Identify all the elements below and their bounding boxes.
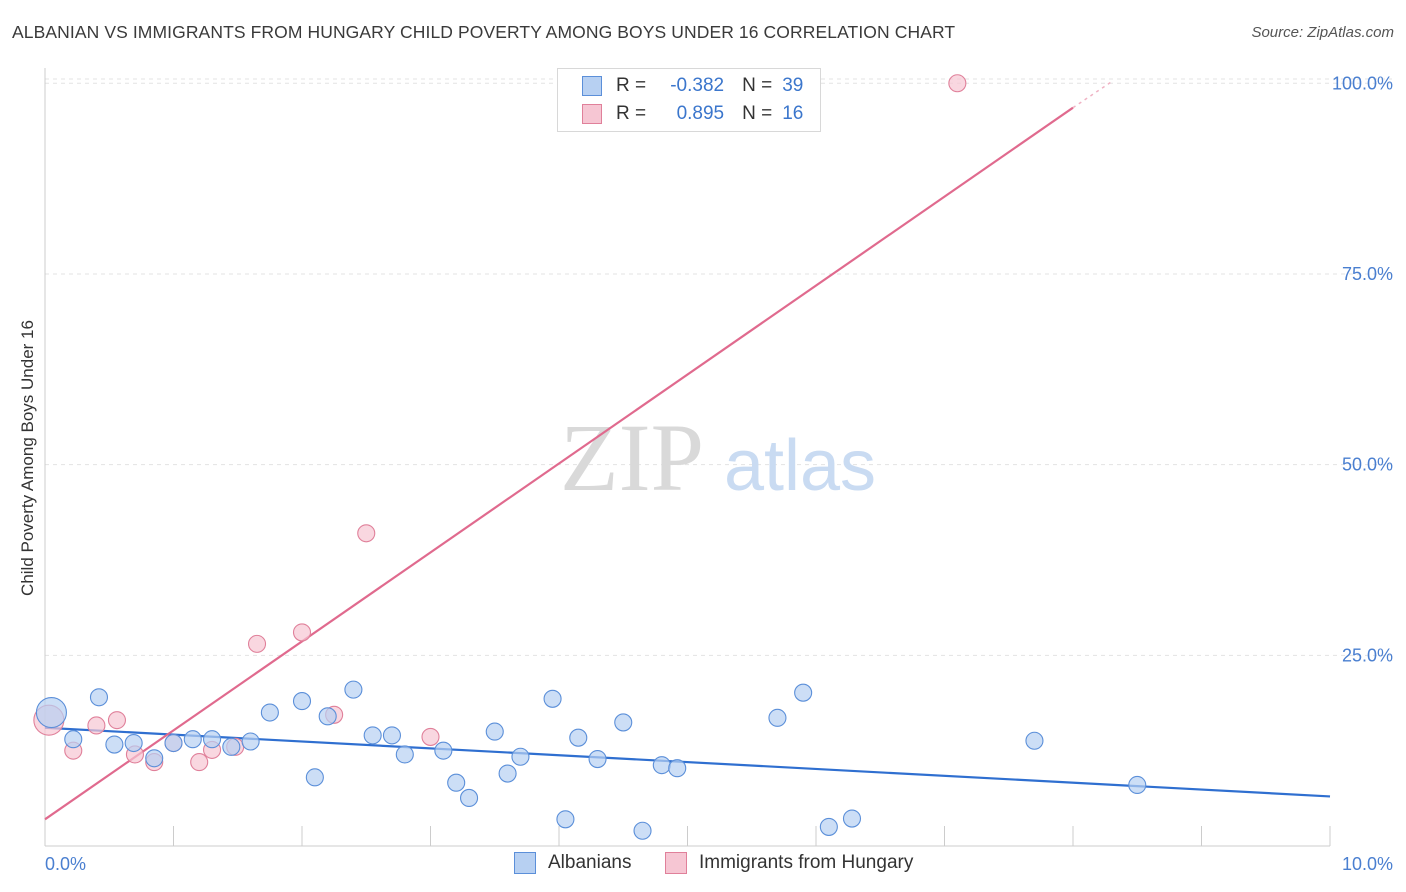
albanians-point bbox=[203, 730, 222, 749]
albanians-point bbox=[105, 735, 124, 754]
correlation-legend: R = -0.382 N = 39 R = 0.895 N = 16 bbox=[557, 68, 821, 132]
albanians-point bbox=[569, 728, 588, 747]
albanians-point bbox=[459, 788, 479, 807]
watermark-atlas: atlas bbox=[724, 426, 876, 506]
albanians-point bbox=[614, 713, 633, 732]
hungary-point bbox=[948, 74, 967, 93]
legend-row-albanians: R = -0.382 N = 39 bbox=[582, 73, 803, 99]
hungary-point bbox=[247, 634, 267, 653]
albanians-point bbox=[768, 708, 787, 727]
albanians-point bbox=[842, 809, 862, 828]
y-tick-label: 100.0% bbox=[1332, 73, 1393, 93]
albanians-point bbox=[35, 696, 67, 729]
hungary-trend-extension bbox=[1072, 81, 1112, 109]
albanians-point bbox=[556, 810, 575, 829]
legend-n-label: N = bbox=[742, 103, 773, 124]
source-label: Source: ZipAtlas.com bbox=[1251, 24, 1394, 41]
x-tick-label: 0.0% bbox=[45, 854, 86, 874]
legend-r-value: -0.382 bbox=[670, 75, 725, 96]
watermark: ZIP atlas bbox=[560, 404, 876, 511]
albanians-point bbox=[344, 680, 363, 699]
hungary-legend-swatch bbox=[665, 852, 687, 874]
watermark-zip: ZIP bbox=[560, 404, 704, 511]
albanians-point bbox=[543, 689, 562, 708]
legend-n-label: N = bbox=[742, 75, 773, 96]
y-tick-label: 75.0% bbox=[1342, 264, 1393, 284]
albanians-point bbox=[511, 747, 530, 766]
albanians-point bbox=[222, 737, 241, 756]
albanians-point bbox=[1025, 731, 1044, 750]
albanians-legend-label: Albanians bbox=[548, 852, 632, 873]
hungary-point bbox=[421, 727, 440, 746]
y-tick-label: 25.0% bbox=[1342, 645, 1393, 665]
albanians-legend-swatch bbox=[514, 852, 536, 874]
hungary-point bbox=[292, 623, 312, 642]
albanians-point bbox=[485, 722, 504, 741]
albanians-point bbox=[819, 817, 838, 836]
albanians-point bbox=[241, 732, 260, 751]
albanians-point bbox=[633, 821, 652, 840]
legend-item-albanians: Albanians bbox=[514, 852, 631, 874]
albanians-point bbox=[434, 741, 453, 760]
legend-r-value: 0.895 bbox=[676, 103, 725, 124]
hungary-legend-label: Immigrants from Hungary bbox=[699, 852, 914, 873]
legend-r-label: R = bbox=[616, 75, 647, 96]
legend-row-hungary: R = 0.895 N = 16 bbox=[582, 101, 803, 127]
gridlines bbox=[45, 78, 1392, 656]
albanians-swatch bbox=[582, 76, 602, 96]
albanians-point bbox=[652, 756, 671, 775]
hungary-point bbox=[357, 524, 376, 543]
hungary-point bbox=[107, 711, 127, 730]
hungary-point bbox=[190, 753, 209, 772]
hungary-swatch bbox=[582, 104, 602, 124]
tick-labels: 25.0% 50.0% 75.0% 100.0% 0.0% 10.0% bbox=[45, 73, 1393, 874]
legend-item-hungary: Immigrants from Hungary bbox=[665, 852, 913, 874]
chart-title: ALBANIAN VS IMMIGRANTS FROM HUNGARY CHIL… bbox=[12, 22, 956, 42]
legend-r-label: R = bbox=[616, 103, 647, 124]
albanians-point bbox=[89, 688, 109, 707]
albanians-point bbox=[305, 768, 324, 787]
y-tick-label: 50.0% bbox=[1342, 455, 1393, 475]
albanians-point bbox=[1128, 775, 1147, 795]
albanians-point bbox=[318, 707, 337, 726]
albanians-point bbox=[164, 733, 183, 753]
albanians-point bbox=[363, 726, 382, 745]
hungary-trend-line bbox=[44, 106, 1074, 821]
albanians-point bbox=[292, 692, 312, 711]
legend-n-value: 16 bbox=[782, 103, 804, 124]
legend-n-value: 39 bbox=[782, 75, 804, 96]
albanians-point bbox=[260, 703, 279, 722]
albanians-point bbox=[64, 730, 83, 749]
albanians-point bbox=[124, 733, 143, 753]
x-tick-label: 10.0% bbox=[1342, 854, 1393, 874]
albanians-point bbox=[668, 759, 687, 778]
hungary-point bbox=[87, 716, 106, 735]
albanians-point bbox=[794, 683, 813, 702]
albanians-point bbox=[382, 726, 402, 745]
albanians-point bbox=[447, 773, 466, 792]
albanians-point bbox=[145, 749, 164, 768]
albanians-point bbox=[183, 730, 202, 749]
albanians-point bbox=[498, 764, 517, 783]
albanians-point bbox=[395, 745, 414, 764]
data-points bbox=[33, 74, 1147, 840]
albanians-point bbox=[588, 749, 607, 769]
